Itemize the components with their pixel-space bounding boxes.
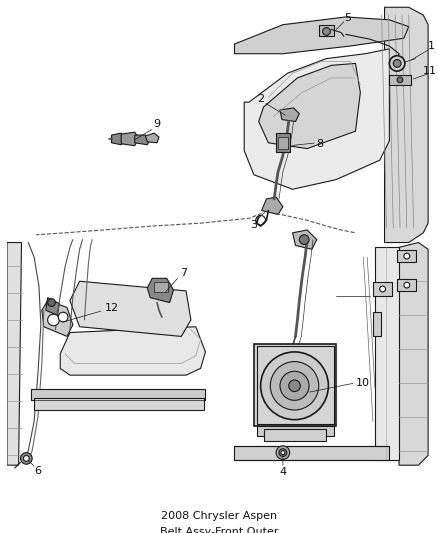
Polygon shape [7,243,21,465]
Text: 8: 8 [316,139,323,149]
Circle shape [24,456,29,461]
Circle shape [380,286,385,292]
Bar [31,389,205,400]
Bar [397,251,417,262]
Text: 11: 11 [423,66,437,76]
Circle shape [279,449,287,456]
Polygon shape [60,327,205,375]
Circle shape [261,352,328,419]
Text: 7: 7 [180,269,188,279]
Bar [154,282,168,292]
Circle shape [322,28,330,35]
Circle shape [281,451,285,455]
Circle shape [276,446,290,459]
Bar [373,282,392,296]
Circle shape [404,282,410,288]
Polygon shape [257,426,334,436]
Polygon shape [319,25,334,36]
Polygon shape [261,197,283,214]
Bar [278,137,288,149]
Bar [389,75,411,85]
Circle shape [404,253,410,259]
Circle shape [280,372,309,400]
Polygon shape [385,7,428,243]
Circle shape [289,380,300,392]
Bar [397,279,417,291]
Bar [264,430,326,441]
Circle shape [397,77,403,83]
Polygon shape [135,135,150,145]
Bar [254,344,336,426]
Circle shape [21,453,32,464]
Bar [276,133,290,152]
Polygon shape [121,132,139,146]
Polygon shape [112,133,125,145]
Circle shape [58,312,68,322]
Text: 2008 Chrysler Aspen: 2008 Chrysler Aspen [161,512,277,521]
Polygon shape [293,230,317,249]
Text: 5: 5 [344,13,351,23]
Polygon shape [280,108,299,122]
Polygon shape [399,243,428,465]
Polygon shape [244,49,389,189]
Text: 6: 6 [35,466,42,476]
Text: 1: 1 [427,41,434,51]
Circle shape [299,235,309,245]
Bar [373,312,381,336]
Text: 10: 10 [356,378,370,388]
Text: 2: 2 [257,94,264,104]
Circle shape [389,55,405,71]
Polygon shape [145,133,159,143]
Text: 4: 4 [279,467,286,477]
Text: 12: 12 [105,303,119,313]
Circle shape [270,361,319,410]
Polygon shape [234,446,389,461]
Text: 3: 3 [251,220,258,230]
Polygon shape [375,247,399,461]
Polygon shape [234,17,409,54]
Text: Belt Assy-Front Outer: Belt Assy-Front Outer [160,527,278,533]
Text: 9: 9 [153,119,161,130]
Circle shape [48,314,59,326]
Circle shape [393,60,401,67]
Polygon shape [42,301,73,336]
Circle shape [48,298,55,306]
Polygon shape [46,298,59,315]
Polygon shape [147,278,173,303]
Polygon shape [70,281,191,336]
Polygon shape [259,63,360,149]
Bar [34,398,204,410]
